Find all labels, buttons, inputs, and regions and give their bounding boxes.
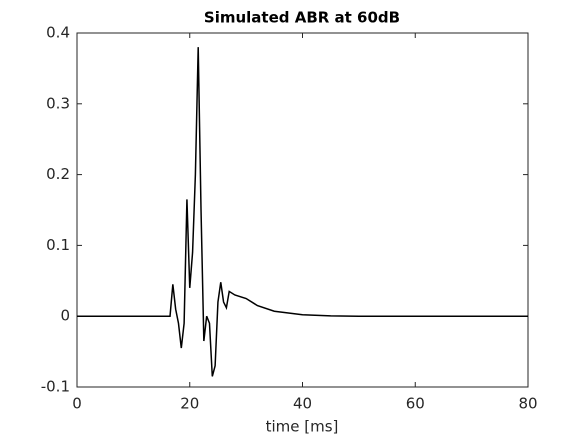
x-axis-label: time [ms] <box>266 418 339 436</box>
chart-title: Simulated ABR at 60dB <box>204 9 400 27</box>
y-tick-label: 0 <box>60 307 70 325</box>
x-tick-label: 60 <box>406 395 425 413</box>
x-tick-label: 20 <box>180 395 199 413</box>
x-tick-label: 80 <box>518 395 537 413</box>
line <box>77 47 528 377</box>
y-tick-label: 0.4 <box>46 24 70 42</box>
y-tick-label: 0.1 <box>46 236 70 254</box>
y-tick-label: -0.1 <box>41 378 70 396</box>
x-tick-label: 40 <box>293 395 312 413</box>
y-tick-label: 0.3 <box>46 94 70 112</box>
y-tick-label: 0.2 <box>46 165 70 183</box>
x-tick-label: 0 <box>72 395 82 413</box>
